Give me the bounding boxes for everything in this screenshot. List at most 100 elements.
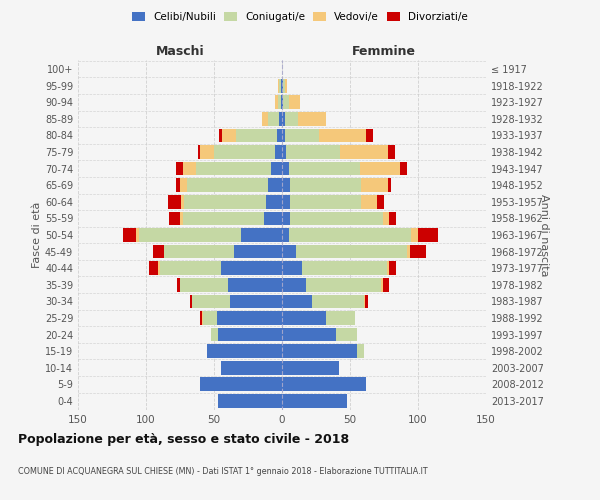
Bar: [282, 394, 347, 407]
Bar: [418, 228, 439, 242]
Bar: [283, 79, 285, 92]
Bar: [279, 112, 282, 126]
Bar: [200, 378, 282, 391]
Bar: [357, 344, 364, 358]
Bar: [282, 96, 283, 109]
Bar: [123, 228, 136, 242]
Bar: [381, 278, 383, 291]
Bar: [361, 195, 377, 208]
Bar: [214, 146, 275, 159]
Bar: [285, 128, 319, 142]
Bar: [197, 146, 200, 159]
Bar: [281, 79, 282, 92]
Bar: [236, 128, 277, 142]
Bar: [286, 146, 340, 159]
Bar: [285, 112, 298, 126]
Bar: [282, 178, 290, 192]
Bar: [183, 212, 265, 225]
Bar: [176, 162, 183, 175]
Bar: [407, 245, 410, 258]
Bar: [279, 79, 281, 92]
Bar: [282, 294, 312, 308]
Bar: [203, 311, 217, 324]
Bar: [282, 79, 283, 92]
Bar: [271, 162, 282, 175]
Bar: [282, 361, 339, 374]
Bar: [410, 245, 426, 258]
Bar: [181, 195, 184, 208]
Bar: [200, 311, 202, 324]
Bar: [278, 79, 279, 92]
Bar: [282, 112, 285, 126]
Bar: [289, 96, 299, 109]
Bar: [221, 361, 282, 374]
Bar: [383, 278, 389, 291]
Bar: [282, 328, 337, 342]
Bar: [307, 278, 381, 291]
Bar: [281, 96, 282, 109]
Bar: [400, 162, 407, 175]
Y-axis label: Fasce di età: Fasce di età: [32, 202, 42, 268]
Bar: [220, 128, 222, 142]
Bar: [387, 262, 389, 275]
Bar: [177, 278, 180, 291]
Bar: [168, 195, 181, 208]
Bar: [187, 178, 268, 192]
Bar: [282, 278, 307, 291]
Bar: [359, 162, 400, 175]
Bar: [183, 162, 196, 175]
Bar: [282, 128, 285, 142]
Bar: [337, 328, 357, 342]
Bar: [275, 96, 278, 109]
Bar: [180, 212, 183, 225]
Bar: [160, 262, 221, 275]
Bar: [282, 195, 290, 208]
Bar: [282, 262, 302, 275]
Bar: [277, 128, 282, 142]
Bar: [282, 228, 289, 242]
Bar: [282, 162, 289, 175]
Bar: [389, 212, 396, 225]
Bar: [241, 228, 282, 242]
Bar: [411, 228, 418, 242]
Bar: [266, 195, 282, 208]
Bar: [282, 378, 367, 391]
Bar: [383, 212, 389, 225]
Bar: [298, 112, 326, 126]
Bar: [196, 162, 271, 175]
Bar: [192, 294, 230, 308]
Bar: [340, 146, 388, 159]
Bar: [389, 262, 396, 275]
Bar: [285, 79, 287, 92]
Bar: [268, 112, 279, 126]
Bar: [289, 228, 411, 242]
Bar: [184, 195, 266, 208]
Legend: Celibi/Nubili, Coniugati/e, Vedovi/e, Divorziati/e: Celibi/Nubili, Coniugati/e, Vedovi/e, Di…: [128, 8, 472, 26]
Bar: [207, 344, 282, 358]
Bar: [190, 294, 192, 308]
Bar: [218, 394, 282, 407]
Bar: [367, 128, 373, 142]
Bar: [180, 278, 227, 291]
Bar: [265, 212, 282, 225]
Bar: [282, 146, 286, 159]
Bar: [290, 212, 383, 225]
Bar: [268, 178, 282, 192]
Bar: [302, 262, 387, 275]
Text: COMUNE DI ACQUANEGRA SUL CHIESE (MN) - Dati ISTAT 1° gennaio 2018 - Elaborazione: COMUNE DI ACQUANEGRA SUL CHIESE (MN) - D…: [18, 468, 428, 476]
Text: Maschi: Maschi: [155, 44, 205, 58]
Bar: [364, 294, 365, 308]
Bar: [158, 262, 160, 275]
Bar: [388, 178, 391, 192]
Bar: [289, 162, 359, 175]
Bar: [227, 278, 282, 291]
Bar: [282, 311, 326, 324]
Bar: [283, 96, 289, 109]
Bar: [361, 178, 388, 192]
Bar: [235, 245, 282, 258]
Bar: [230, 294, 282, 308]
Bar: [149, 262, 158, 275]
Bar: [282, 245, 296, 258]
Bar: [217, 311, 282, 324]
Bar: [218, 328, 282, 342]
